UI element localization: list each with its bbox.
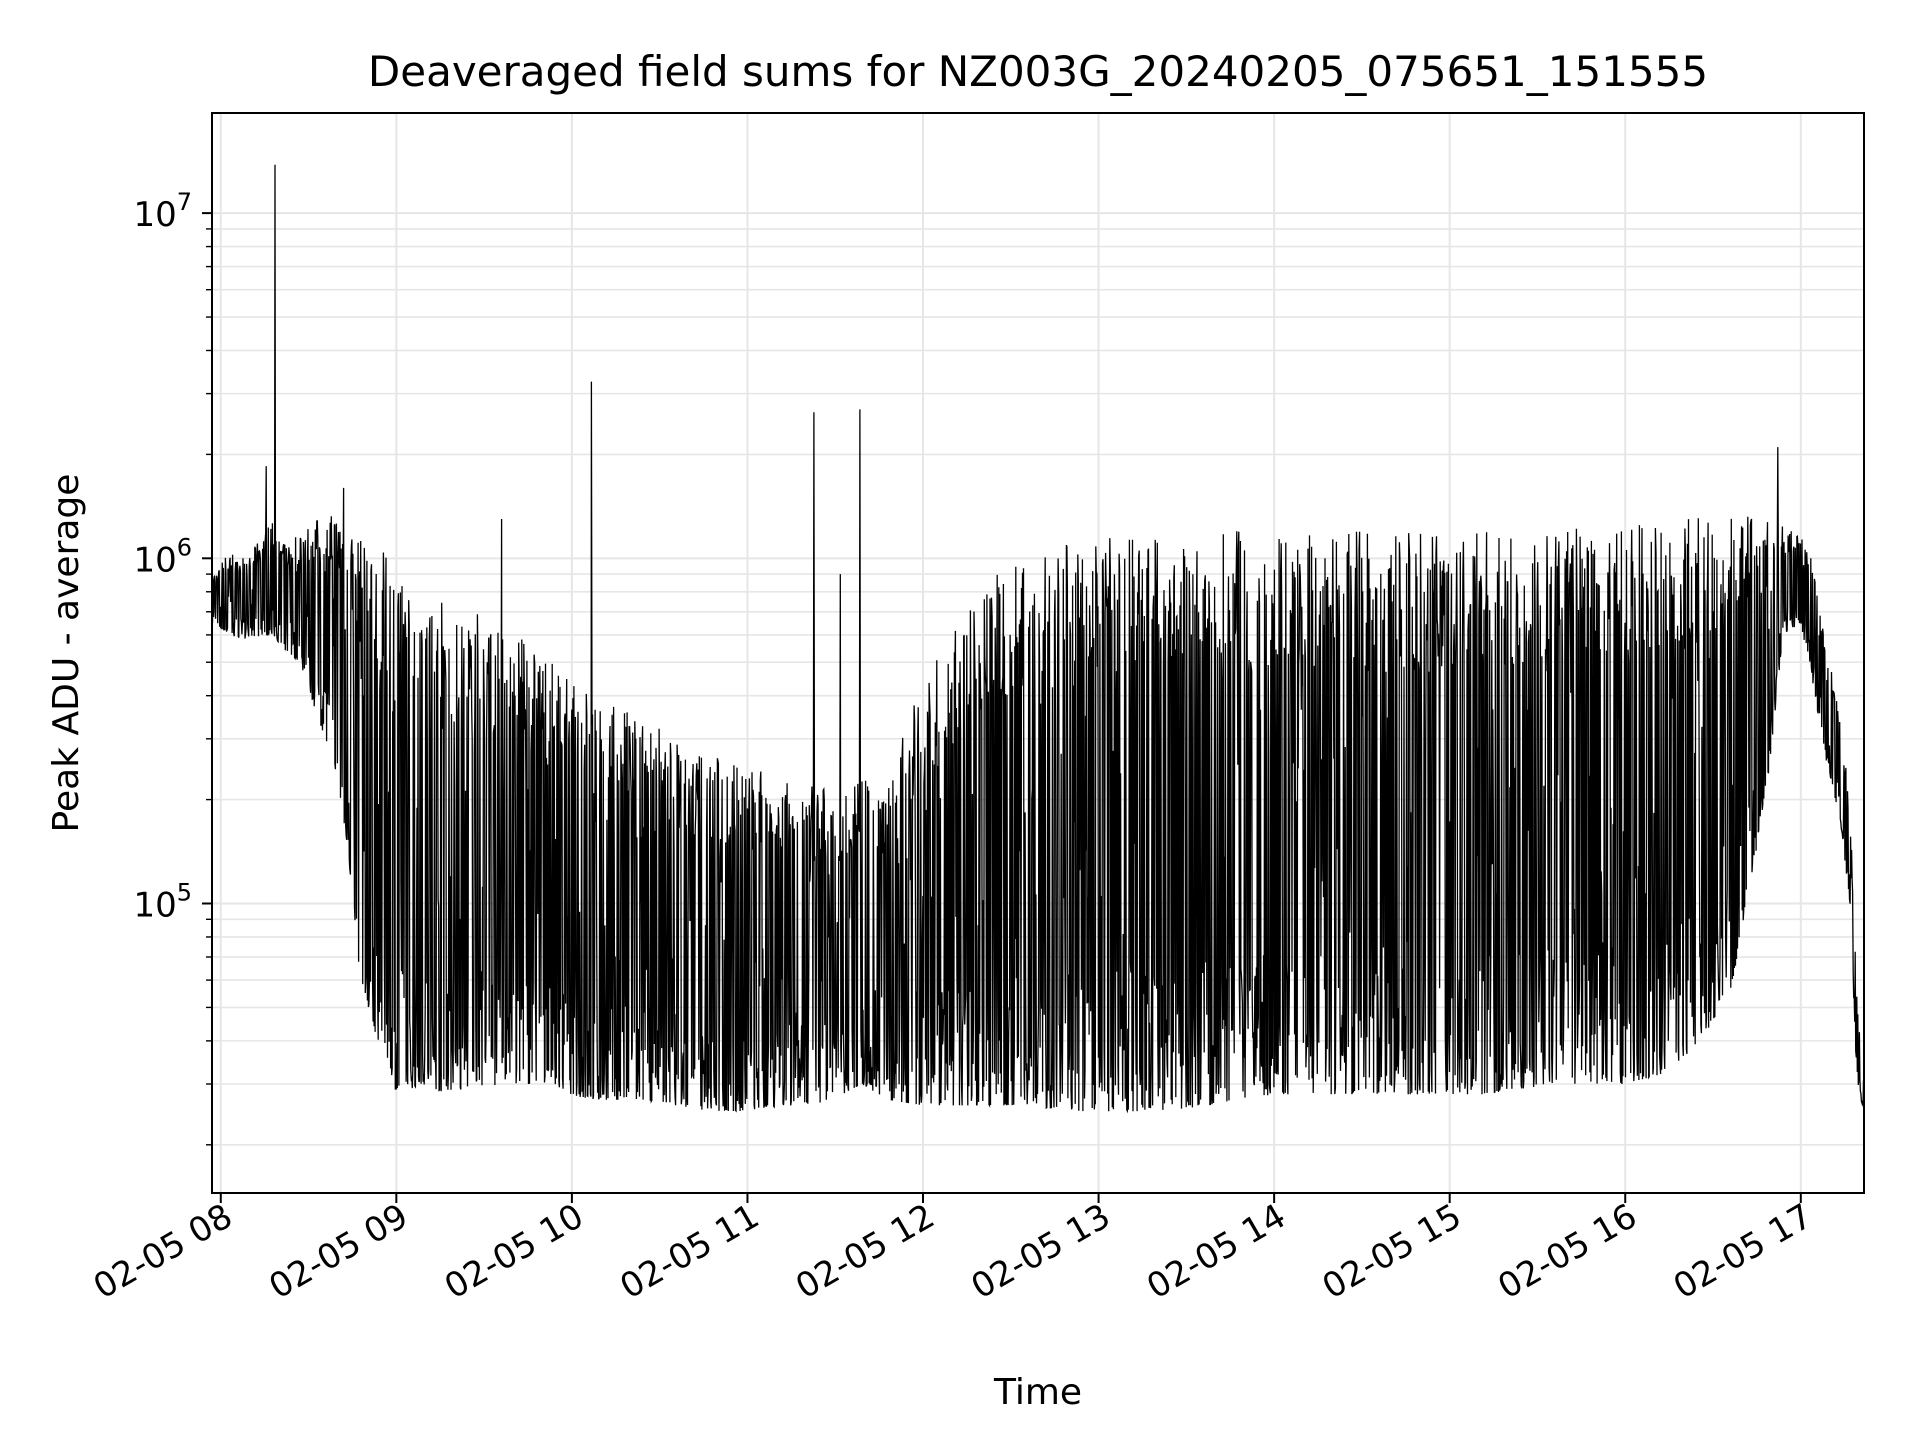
plot-frame	[211, 112, 1865, 1194]
y-axis-label: Peak ADU - average	[46, 474, 87, 833]
y-tick-label: 105	[133, 879, 192, 926]
x-axis-label: Time	[993, 1372, 1082, 1413]
y-axis: 105 106 107	[133, 188, 212, 1146]
y-tick-label: 107	[133, 188, 192, 235]
chart-title: Deaveraged field sums for NZ003G_2024020…	[368, 47, 1708, 96]
y-tick-label: 106	[133, 533, 192, 580]
series-path	[212, 164, 1864, 1114]
series-line	[212, 164, 1864, 1114]
